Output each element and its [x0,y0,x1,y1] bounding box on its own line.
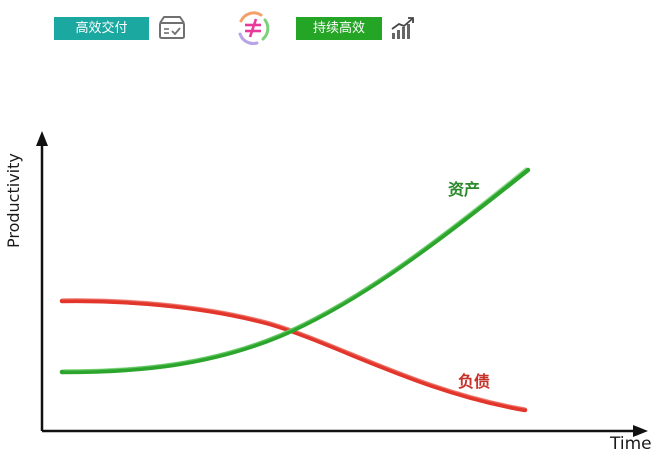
asset-curve-texture [63,167,527,371]
y-axis-label: Productivity [4,153,23,248]
x-axis-arrow-icon [633,425,648,437]
y-axis-arrow-icon [36,131,48,146]
asset-curve [59,167,531,375]
liability-curve-texture [61,298,526,409]
x-axis-label: Time [610,434,652,454]
checklist-box-icon [158,15,186,41]
growth-chart-icon [390,16,416,40]
badge-efficient-delivery: 高效交付 [54,17,149,40]
liability-curve [59,298,528,413]
badge-sustained-efficiency: 持续高效 [296,17,382,40]
liability-curve-label: 负债 [458,372,491,391]
not-equal-cycle-icon [233,8,273,48]
asset-curve-label: 资产 [448,180,481,199]
